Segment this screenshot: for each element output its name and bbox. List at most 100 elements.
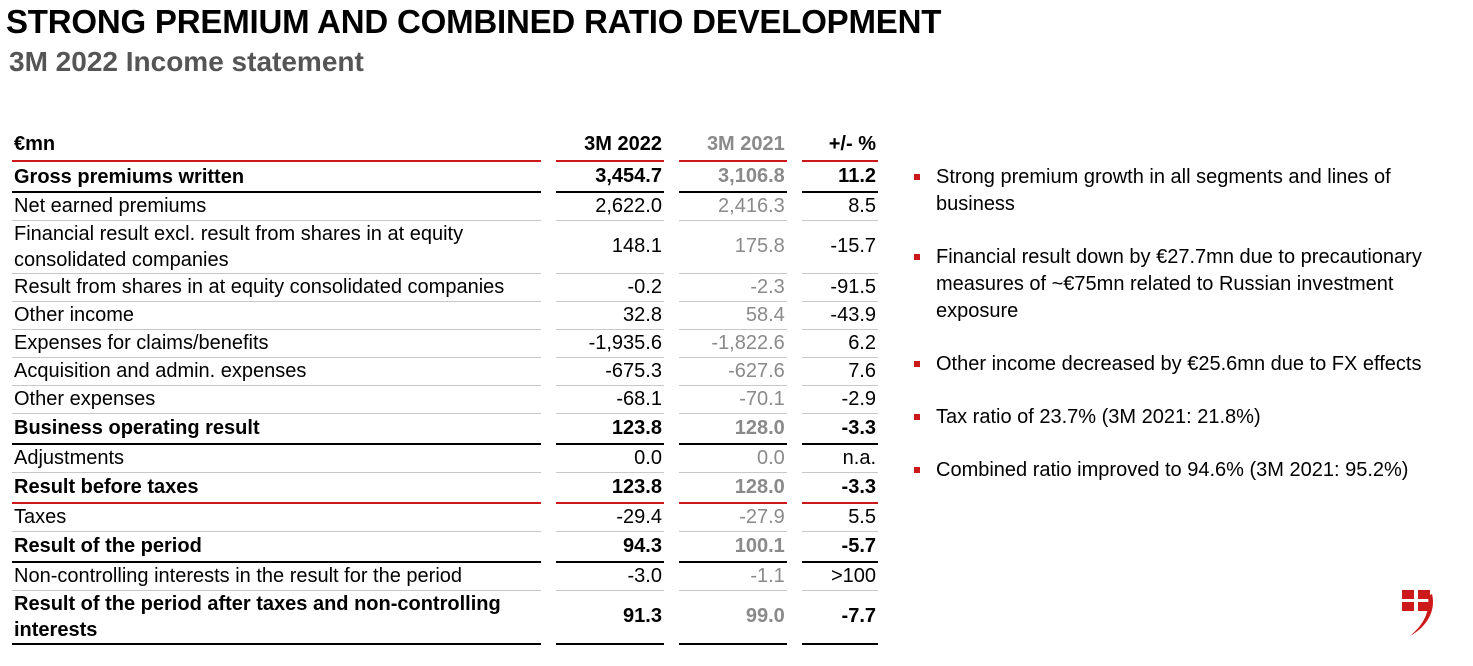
- bullet-square-icon: [914, 414, 920, 420]
- table-row: Financial result excl. result from share…: [12, 220, 878, 274]
- value-3m-2021: 0.0: [678, 444, 787, 473]
- table-row: Result from shares in at equity consolid…: [12, 273, 878, 302]
- value-3m-2021: 128.0: [678, 413, 787, 445]
- table-row: Business operating result 123.8 128.0 -3.3: [12, 413, 878, 445]
- value-3m-2022: 3,454.7: [556, 161, 664, 193]
- value-3m-2021: 2,416.3: [678, 192, 787, 221]
- column-header-3m-2022: 3M 2022: [556, 128, 664, 162]
- value-change: -15.7: [801, 220, 878, 274]
- bullet-item: Other income decreased by €25.6mn due to…: [914, 351, 1470, 378]
- value-3m-2021: -1,822.6: [678, 329, 787, 358]
- row-label: Expenses for claims/benefits: [12, 329, 542, 358]
- value-change: -43.9: [801, 301, 878, 330]
- row-label: Financial result excl. result from share…: [12, 220, 542, 274]
- value-change: 5.5: [801, 503, 878, 532]
- bullet-text: Combined ratio improved to 94.6% (3M 202…: [936, 459, 1409, 481]
- value-3m-2022: 32.8: [556, 301, 664, 330]
- value-3m-2021: -70.1: [678, 385, 787, 414]
- value-3m-2022: 123.8: [556, 413, 664, 445]
- table-row: Taxes -29.4 -27.9 5.5: [12, 503, 878, 532]
- row-label: Acquisition and admin. expenses: [12, 357, 542, 386]
- value-change: -5.7: [801, 531, 878, 563]
- value-3m-2022: 2,622.0: [556, 192, 664, 221]
- column-header-3m-2021: 3M 2021: [678, 128, 787, 162]
- value-change: -91.5: [801, 273, 878, 302]
- table-header-row: €mn 3M 2022 3M 2021 +/- %: [12, 128, 878, 162]
- column-header-unit: €mn: [12, 128, 542, 162]
- table-row: Other expenses -68.1 -70.1 -2.9: [12, 385, 878, 414]
- value-3m-2022: 123.8: [556, 472, 664, 504]
- table-row: Result of the period after taxes and non…: [12, 590, 878, 645]
- table-row: Net earned premiums 2,622.0 2,416.3 8.5: [12, 192, 878, 221]
- value-3m-2021: -27.9: [678, 503, 787, 532]
- value-3m-2022: -3.0: [556, 562, 664, 591]
- value-change: -3.3: [801, 472, 878, 504]
- value-3m-2022: 148.1: [556, 220, 664, 274]
- value-3m-2022: 0.0: [556, 444, 664, 473]
- value-3m-2022: -29.4: [556, 503, 664, 532]
- row-label: Result of the period: [12, 531, 542, 563]
- value-change: >100: [801, 562, 878, 591]
- value-3m-2021: 99.0: [678, 590, 787, 645]
- row-label: Adjustments: [12, 444, 542, 473]
- table-row: Result before taxes 123.8 128.0 -3.3: [12, 472, 878, 504]
- row-label: Gross premiums written: [12, 161, 542, 193]
- value-3m-2021: -1.1: [678, 562, 787, 591]
- value-change: n.a.: [801, 444, 878, 473]
- value-change: -2.9: [801, 385, 878, 414]
- value-3m-2021: 175.8: [678, 220, 787, 274]
- row-label: Non-controlling interests in the result …: [12, 562, 542, 591]
- bullet-text: Other income decreased by €25.6mn due to…: [936, 353, 1422, 375]
- table-row: Result of the period 94.3 100.1 -5.7: [12, 531, 878, 563]
- value-3m-2022: 94.3: [556, 531, 664, 563]
- bullet-item: Combined ratio improved to 94.6% (3M 202…: [914, 457, 1470, 484]
- bullet-square-icon: [914, 254, 920, 260]
- value-change: -3.3: [801, 413, 878, 445]
- page-title: STRONG PREMIUM AND COMBINED RATIO DEVELO…: [6, 3, 942, 40]
- row-label: Other expenses: [12, 385, 542, 414]
- row-label: Result of the period after taxes and non…: [12, 590, 542, 645]
- bullet-text: Strong premium growth in all segments an…: [936, 166, 1391, 215]
- value-3m-2021: 58.4: [678, 301, 787, 330]
- bullet-text: Financial result down by €27.7mn due to …: [936, 246, 1422, 322]
- bullet-item: Strong premium growth in all segments an…: [914, 164, 1470, 218]
- value-change: 11.2: [801, 161, 878, 193]
- value-3m-2022: -675.3: [556, 357, 664, 386]
- row-label: Taxes: [12, 503, 542, 532]
- value-change: 6.2: [801, 329, 878, 358]
- value-3m-2021: -627.6: [678, 357, 787, 386]
- row-label: Result from shares in at equity consolid…: [12, 273, 542, 302]
- value-change: -7.7: [801, 590, 878, 645]
- page-subtitle: 3M 2022 Income statement: [9, 46, 364, 77]
- column-header-change: +/- %: [801, 128, 878, 162]
- bullet-item: Financial result down by €27.7mn due to …: [914, 244, 1470, 325]
- table-row: Expenses for claims/benefits -1,935.6 -1,8…: [12, 329, 878, 358]
- value-3m-2022: -0.2: [556, 273, 664, 302]
- bullet-square-icon: [914, 361, 920, 367]
- value-3m-2021: 3,106.8: [678, 161, 787, 193]
- row-label: Result before taxes: [12, 472, 542, 504]
- row-label: Business operating result: [12, 413, 542, 445]
- bullet-square-icon: [914, 174, 920, 180]
- row-label: Other income: [12, 301, 542, 330]
- bullet-square-icon: [914, 467, 920, 473]
- bullet-item: Tax ratio of 23.7% (3M 2021: 21.8%): [914, 404, 1470, 431]
- value-change: 8.5: [801, 192, 878, 221]
- value-3m-2022: -68.1: [556, 385, 664, 414]
- value-3m-2021: 128.0: [678, 472, 787, 504]
- value-3m-2022: -1,935.6: [556, 329, 664, 358]
- value-change: 7.6: [801, 357, 878, 386]
- row-label: Net earned premiums: [12, 192, 542, 221]
- table-row: Non-controlling interests in the result …: [12, 562, 878, 591]
- table-row: Acquisition and admin. expenses -675.3 -62…: [12, 357, 878, 386]
- value-3m-2022: 91.3: [556, 590, 664, 645]
- table-row: Other income 32.8 58.4 -43.9: [12, 301, 878, 330]
- table-row: Adjustments 0.0 0.0 n.a.: [12, 444, 878, 473]
- table-row: Gross premiums written 3,454.7 3,106.8 11.2: [12, 161, 878, 193]
- income-statement-table: €mn 3M 2022 3M 2021 +/- % Gross premiums…: [12, 128, 878, 645]
- value-3m-2021: 100.1: [678, 531, 787, 563]
- bullet-text: Tax ratio of 23.7% (3M 2021: 21.8%): [936, 406, 1261, 428]
- commentary-bullets: Strong premium growth in all segments an…: [914, 164, 1470, 510]
- value-3m-2021: -2.3: [678, 273, 787, 302]
- company-logo-icon: [1402, 590, 1434, 636]
